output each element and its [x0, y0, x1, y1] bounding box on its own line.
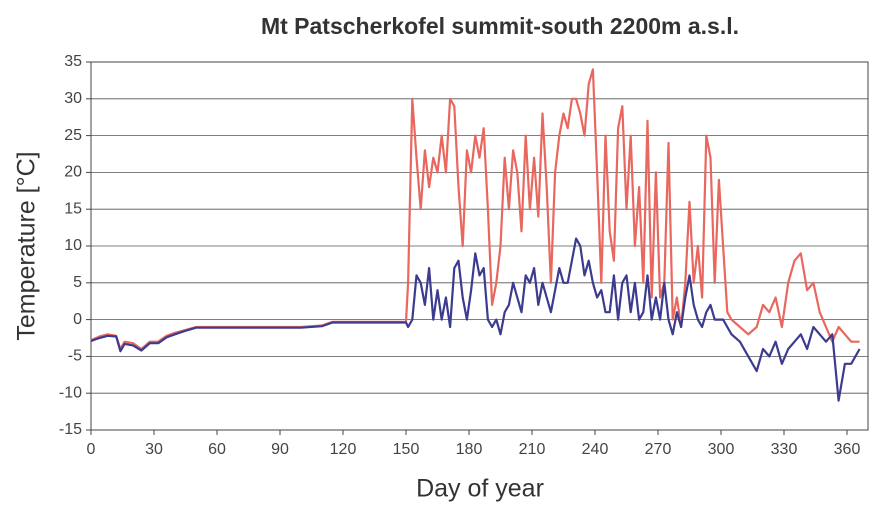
x-tick-label: 270: [645, 441, 672, 458]
x-tick-label: 180: [456, 441, 483, 458]
y-tick-label: 35: [64, 53, 82, 70]
y-tick-label: 15: [64, 200, 82, 217]
x-tick-label: 120: [330, 441, 357, 458]
x-tick-label: 330: [771, 441, 798, 458]
x-tick-label: 90: [271, 441, 289, 458]
line-series: [90, 237, 861, 402]
y-tick-label: -15: [59, 421, 82, 438]
y-tick-label: 0: [73, 311, 82, 328]
x-tick-label: 300: [708, 441, 735, 458]
y-tick-label: 30: [64, 90, 82, 107]
x-tick-label: 150: [393, 441, 420, 458]
y-tick-label: 10: [64, 237, 82, 254]
y-tick-label: 25: [64, 127, 82, 144]
x-tick-label: 30: [145, 441, 163, 458]
x-tick-label: 60: [208, 441, 226, 458]
x-tick-label: 0: [87, 441, 96, 458]
y-tick-label: 20: [64, 164, 82, 181]
x-axis-label: Day of year: [416, 475, 544, 503]
plot-frame: [90, 61, 869, 431]
y-tick-label: -10: [59, 384, 82, 401]
y-tick-label: -5: [68, 348, 82, 365]
x-tick-label: 360: [834, 441, 861, 458]
x-tick-label: 240: [582, 441, 609, 458]
y-axis-label: Temperature [°C]: [13, 151, 41, 340]
chart-title: Mt Patscherkofel summit-south 2200m a.s.…: [261, 13, 739, 39]
x-tick-label: 210: [519, 441, 546, 458]
y-tick-label: 5: [73, 274, 82, 291]
